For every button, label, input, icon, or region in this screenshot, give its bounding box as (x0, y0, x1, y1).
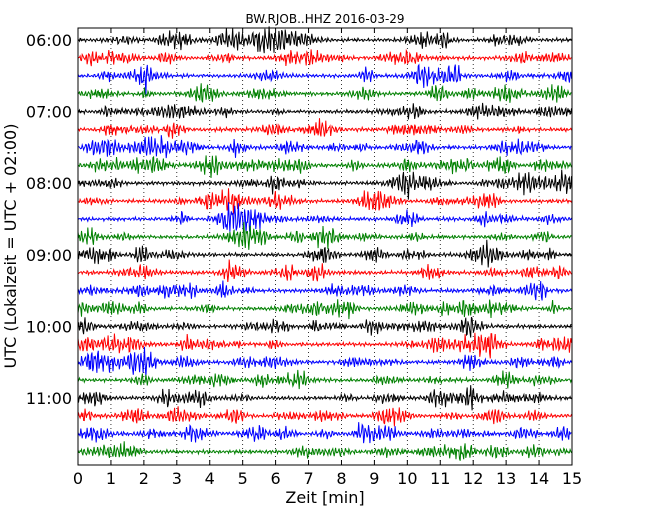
x-tick-label: 2 (139, 469, 149, 488)
x-tick-label: 13 (496, 469, 516, 488)
chart-title: BW.RJOB..HHZ 2016-03-29 (245, 12, 404, 26)
seismogram-trace (77, 369, 572, 390)
x-tick-label: 11 (430, 469, 450, 488)
seismogram-trace (77, 422, 572, 444)
x-tick-label: 7 (303, 469, 313, 488)
seismogram-trace (77, 385, 572, 411)
seismogram-trace (77, 332, 572, 359)
y-tick-label: 07:00 (26, 103, 72, 122)
x-tick-label: 14 (529, 469, 549, 488)
x-tick-label: 12 (463, 469, 483, 488)
seismogram-trace (77, 48, 572, 67)
seismogram-trace (77, 259, 572, 283)
x-tick-label: 8 (336, 469, 346, 488)
y-axis: 06:00 07:00 08:00 09:00 10:00 11:00 (26, 31, 572, 408)
seismogram-trace (77, 135, 572, 159)
x-tick-label: 9 (369, 469, 379, 488)
x-tick-label: 0 (73, 469, 83, 488)
seismogram-trace (77, 63, 572, 96)
traces-group (77, 26, 572, 461)
grid-lines (110, 28, 540, 465)
x-tick-label: 15 (562, 469, 582, 488)
seismogram-trace (77, 26, 572, 54)
y-tick-label: 08:00 (26, 174, 72, 193)
x-tick-label: 1 (106, 469, 116, 488)
seismogram-trace (77, 280, 572, 301)
x-tick-label: 3 (172, 469, 182, 488)
x-tick-label: 4 (205, 469, 215, 488)
seismogram-trace (77, 441, 572, 461)
seismogram-trace (77, 221, 572, 250)
plot-frame (77, 27, 573, 466)
seismogram-trace (77, 406, 572, 427)
seismogram-trace (77, 239, 572, 268)
y-tick-label: 11:00 (26, 389, 72, 408)
y-tick-label: 09:00 (26, 246, 72, 265)
seismogram-trace (77, 102, 572, 120)
y-axis-label: UTC (Lokalzeit = UTC + 02:00) (1, 124, 20, 369)
seismogram-trace (77, 316, 572, 338)
seismogram-trace (77, 155, 572, 178)
y-tick-label: 06:00 (26, 31, 72, 50)
seismogram-trace (77, 118, 572, 139)
x-tick-label: 5 (238, 469, 248, 488)
seismogram-trace (77, 83, 572, 103)
x-tick-label: 6 (271, 469, 281, 488)
y-tick-label: 10:00 (26, 317, 72, 336)
x-axis: 0 1 2 3 4 5 6 7 8 9 10 11 12 13 14 15 (73, 28, 582, 488)
seismogram-trace (77, 188, 572, 215)
seismogram-trace (77, 346, 572, 377)
x-tick-label: 10 (397, 469, 417, 488)
seismogram-trace (77, 299, 572, 320)
x-axis-label: Zeit [min] (285, 488, 364, 507)
seismogram-trace (77, 202, 572, 234)
seismogram-trace (77, 169, 572, 200)
